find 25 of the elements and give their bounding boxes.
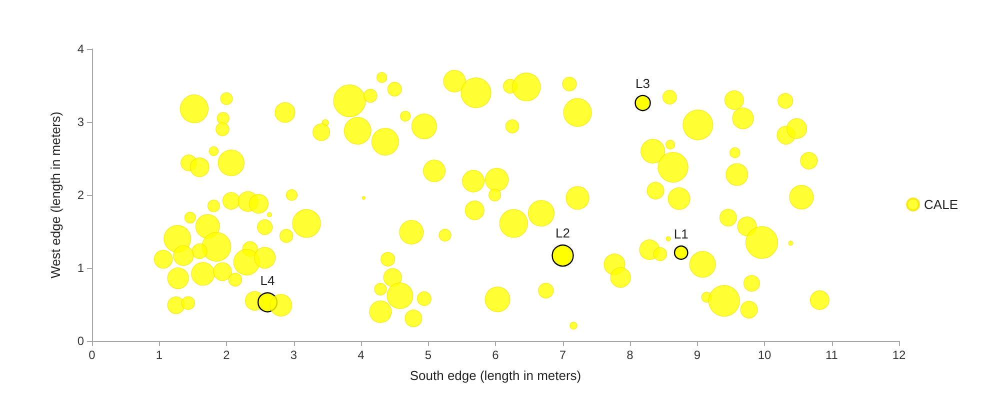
annotation: L3 — [636, 76, 650, 91]
y-tick-label: 4 — [77, 42, 84, 56]
x-tick-label: 9 — [694, 348, 701, 362]
y-axis-title: West edge (length in meters) — [48, 112, 63, 278]
x-tick-label: 12 — [892, 348, 906, 362]
x-tick-label: 7 — [559, 348, 566, 362]
x-tick-label: 0 — [88, 348, 96, 362]
x-tick-label: 8 — [626, 348, 634, 362]
x-tick-label: 6 — [492, 348, 500, 362]
y-tick-label: 1 — [77, 261, 84, 275]
x-tick-label: 4 — [358, 348, 365, 362]
annotation: L2 — [556, 226, 570, 240]
x-tick-label: 2 — [223, 348, 230, 362]
x-tick-label: 10 — [758, 348, 772, 362]
x-axis-title: South edge (length in meters) — [410, 368, 582, 383]
y-tick-label: 0 — [77, 334, 84, 348]
x-tick-label: 5 — [424, 348, 432, 362]
annotation: L4 — [260, 273, 275, 288]
x-tick-label: 3 — [290, 348, 298, 362]
legend-label: CALE — [924, 197, 958, 212]
x-tick-label: 11 — [826, 348, 838, 362]
annotation: L1 — [674, 226, 688, 242]
y-tick-label: 2 — [77, 188, 84, 202]
x-tick-label: 1 — [156, 348, 163, 362]
y-tick-label: 3 — [77, 115, 84, 129]
